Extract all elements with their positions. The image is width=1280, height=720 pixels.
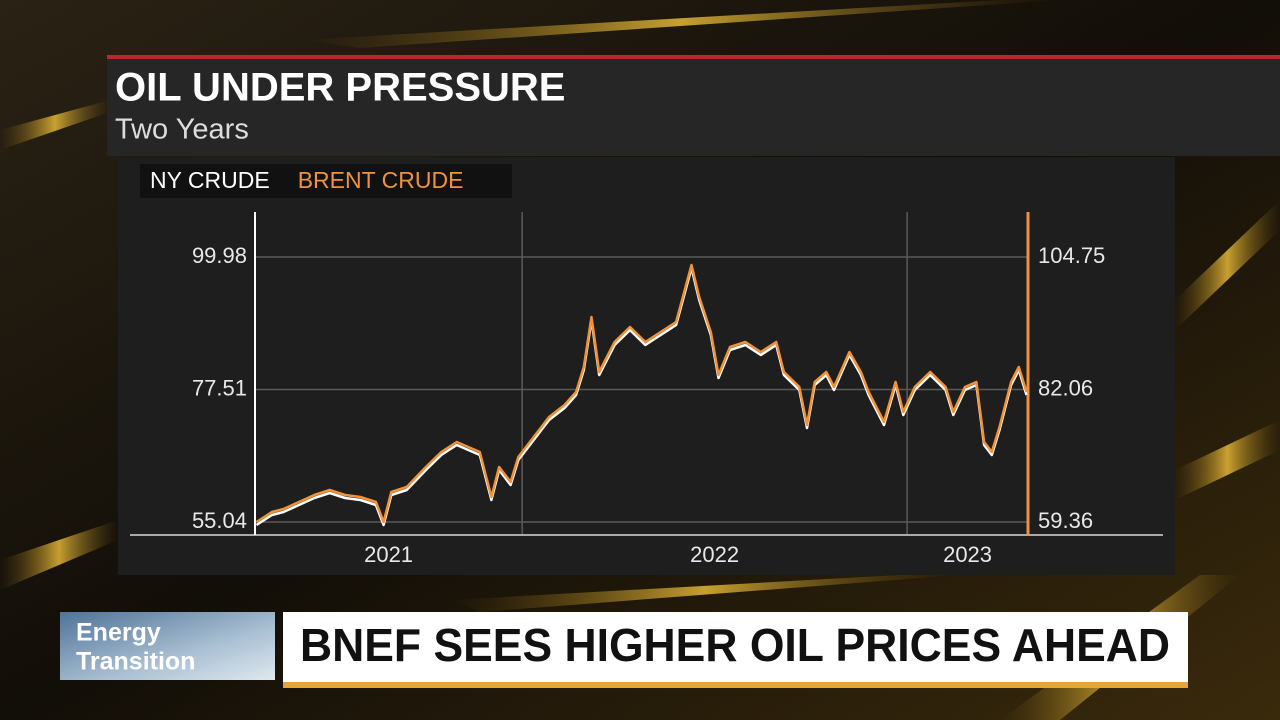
y-tick-label: 55.04 <box>192 508 247 533</box>
title-accent <box>107 55 1280 59</box>
legend <box>140 164 512 198</box>
y-tick-label: 99.98 <box>192 243 247 268</box>
x-tick-label: 2021 <box>364 542 413 567</box>
series-line <box>255 263 1028 524</box>
series-line <box>255 266 1028 527</box>
x-tick-label: 2023 <box>943 542 992 567</box>
chart-subtitle: Two Years <box>115 114 249 146</box>
legend-label: NY CRUDE <box>150 167 270 193</box>
chart-title: OIL UNDER PRESSURE <box>115 66 565 110</box>
title-panel <box>107 58 1280 156</box>
tag-box <box>60 612 275 680</box>
y-tick-label: 77.51 <box>192 375 247 400</box>
headline: BNEF SEES HIGHER OIL PRICES AHEAD <box>300 619 1170 671</box>
y2-tick-label: 82.06 <box>1038 375 1093 400</box>
x-tick-label: 2022 <box>690 542 739 567</box>
legend-label: BRENT CRUDE <box>298 167 464 193</box>
tag-line: Transition <box>76 648 195 676</box>
tag-line: Energy <box>76 619 161 647</box>
headline-box <box>283 612 1188 682</box>
y2-tick-label: 59.36 <box>1038 508 1093 533</box>
chart-panel <box>118 157 1175 575</box>
y2-tick-label: 104.75 <box>1038 243 1105 268</box>
plot: NY CRUDE BRENT CRUDE 55.04 77.51 99.98 59.36 8… <box>130 167 1163 567</box>
headline-accent <box>283 682 1188 688</box>
